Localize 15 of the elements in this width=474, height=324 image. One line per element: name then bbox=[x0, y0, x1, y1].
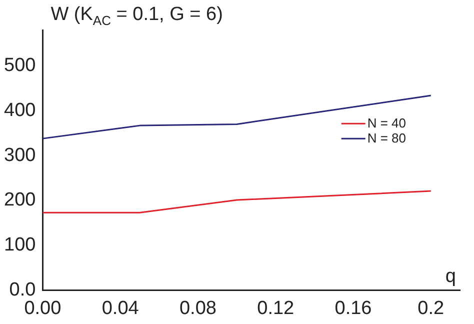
legend-label: N = 40 bbox=[367, 115, 406, 130]
y-tick-label: 500 bbox=[4, 55, 36, 76]
x-tick-label: 0.12 bbox=[257, 298, 294, 319]
y-tick-label: 400 bbox=[4, 100, 36, 121]
x-tick-label: 0.00 bbox=[24, 298, 62, 319]
y-tick-label: 300 bbox=[4, 144, 36, 166]
x-tick-label: 0.2 bbox=[418, 298, 444, 319]
x-tick-label: 0.04 bbox=[102, 298, 140, 319]
x-axis-title: q bbox=[445, 266, 456, 288]
y-tick-label: 100 bbox=[4, 234, 36, 256]
x-tick-label: 0.16 bbox=[334, 298, 372, 319]
y-tick-label: 200 bbox=[4, 190, 36, 211]
legend-label: N = 80 bbox=[367, 130, 406, 146]
y-tick-label: 0.0 bbox=[9, 279, 36, 300]
x-tick-label: 0.08 bbox=[179, 298, 216, 319]
